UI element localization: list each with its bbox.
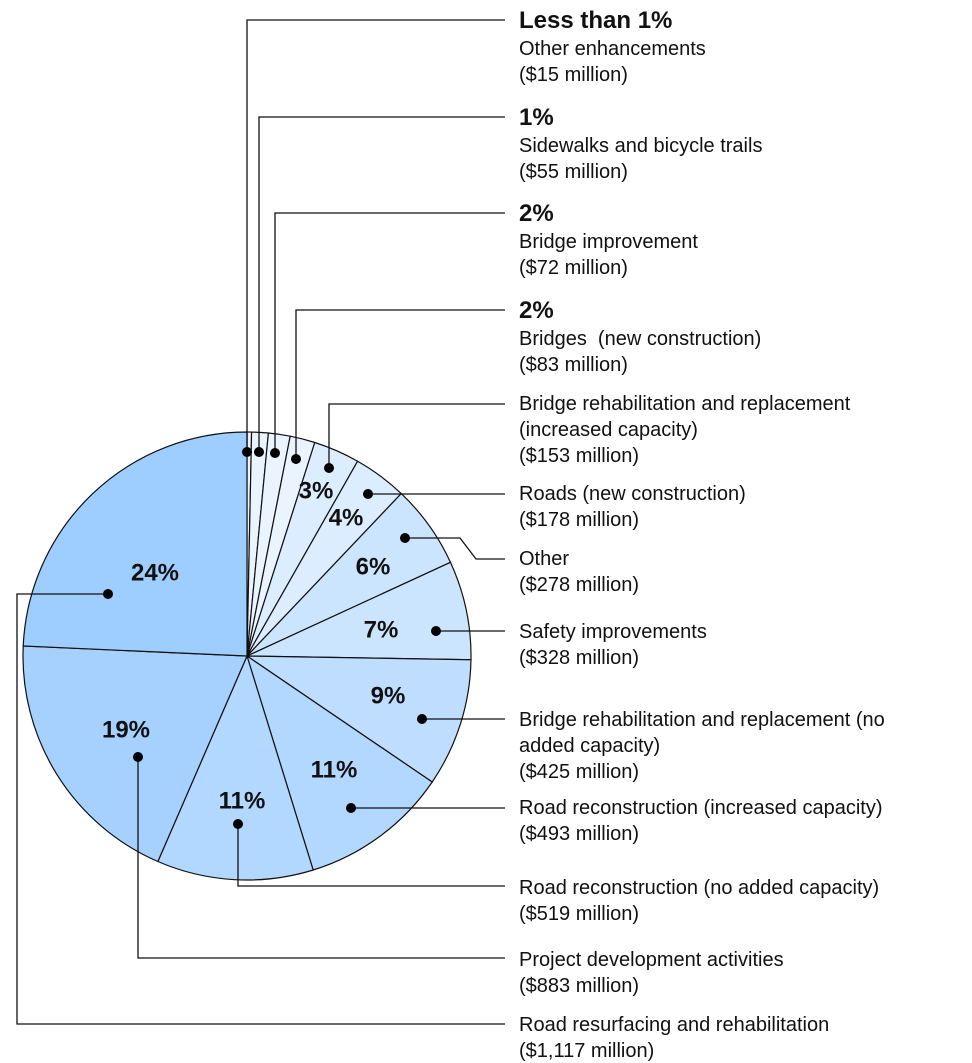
pie-slice — [22, 431, 248, 657]
leader-dot — [431, 626, 441, 636]
pie-slice — [246, 561, 472, 661]
category-label: Project development activities — [519, 949, 784, 971]
category-label: Road reconstruction (no added capacity) — [519, 877, 880, 899]
category-label: Bridges (new construction) — [519, 328, 762, 350]
leader-line — [328, 403, 505, 468]
value-label: ($883 million) — [519, 975, 640, 997]
value-label: ($83 million) — [519, 354, 628, 376]
leader-dot — [400, 533, 410, 543]
value-label: ($178 million) — [519, 509, 640, 531]
category-label: Sidewalks and bicycle trails — [519, 135, 763, 157]
value-label: ($493 million) — [519, 823, 640, 845]
slice-label: Bridge rehabilitation and replacement (i… — [519, 391, 939, 469]
category-label: Roads (new construction) — [519, 483, 746, 505]
slice-label: 2% Bridges (new construction) ($83 million… — [519, 296, 761, 378]
percent-label: 2% — [519, 200, 554, 227]
leader-line — [16, 593, 505, 1025]
slice-label: Roads (new construction) ($178 million) — [519, 481, 746, 533]
slice-label: Road reconstruction (increased capacity)… — [519, 795, 883, 847]
leader-dot — [242, 447, 252, 457]
leader-dot — [324, 463, 334, 473]
category-label: Other — [519, 548, 570, 570]
value-label: ($1,117 million) — [519, 1040, 655, 1062]
category-label: Bridge improvement — [519, 231, 698, 253]
slice-label: Less than 1% Other enhancements ($15 milli… — [519, 6, 706, 88]
value-label: ($72 million) — [519, 257, 628, 279]
percent-label: 9% — [371, 682, 406, 709]
percent-label: Less than 1% — [519, 7, 673, 34]
category-label: Bridge rehabilitation and replacement (n… — [519, 709, 891, 757]
leader-dot — [103, 589, 113, 599]
slice-label: Road resurfacing and rehabilitation ($1,1… — [519, 1012, 829, 1063]
category-label: Bridge rehabilitation and replacement (i… — [519, 393, 856, 441]
percent-label: 24% — [131, 559, 179, 586]
slice-label: 2% Bridge improvement ($72 million) — [519, 199, 698, 281]
slice-label: Road reconstruction (no added capacity) (… — [519, 875, 879, 927]
value-label: ($153 million) — [519, 445, 640, 467]
leader-dot — [417, 714, 427, 724]
pie-slice — [245, 655, 472, 783]
pie-slice — [157, 654, 314, 881]
percent-label: 6% — [356, 553, 391, 580]
category-label: Road resurfacing and rehabilitation — [519, 1014, 830, 1036]
value-label: ($55 million) — [519, 161, 628, 183]
value-label: ($519 million) — [519, 903, 640, 925]
leader-line — [405, 537, 505, 560]
percent-label: 3% — [299, 477, 334, 504]
leader-dot — [233, 819, 243, 829]
leader-line — [246, 19, 505, 452]
leader-dot — [254, 447, 264, 457]
percent-label: 11% — [311, 756, 358, 783]
category-label: Safety improvements — [519, 621, 707, 643]
value-label: ($425 million) — [519, 761, 640, 783]
percent-label: 1% — [519, 104, 554, 131]
slice-label: Bridge rehabilitation and replacement (n… — [519, 707, 939, 785]
leader-dot — [133, 752, 143, 762]
category-label: Other enhancements — [519, 38, 706, 60]
slice-label: Project development activities ($883 mill… — [519, 947, 784, 999]
leader-dot — [291, 454, 301, 464]
leader-dot — [270, 448, 280, 458]
value-label: ($278 million) — [519, 574, 640, 596]
percent-label: 2% — [519, 297, 554, 324]
leader-line — [274, 212, 505, 453]
leader-line — [137, 757, 505, 959]
value-label: ($15 million) — [519, 64, 628, 86]
percent-label: 19% — [102, 716, 150, 743]
leader-line — [237, 824, 505, 887]
slice-label: 1% Sidewalks and bicycle trails ($55 milli… — [519, 103, 762, 185]
leader-dot — [363, 489, 373, 499]
leader-line — [295, 309, 505, 459]
slice-label: Safety improvements ($328 million) — [519, 619, 707, 671]
percent-label: 11% — [219, 787, 266, 814]
percent-label: 7% — [364, 616, 399, 643]
leader-dot — [346, 803, 356, 813]
value-label: ($328 million) — [519, 647, 640, 669]
percent-label: 4% — [329, 504, 364, 531]
leader-line — [258, 116, 505, 452]
slice-label: Other ($278 million) — [519, 546, 639, 598]
category-label: Road reconstruction (increased capacity) — [519, 797, 883, 819]
pie-slice — [245, 654, 434, 871]
